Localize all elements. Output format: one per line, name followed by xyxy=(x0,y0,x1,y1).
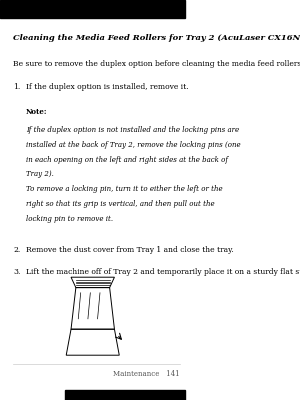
Text: Maintenance   141: Maintenance 141 xyxy=(113,370,180,378)
Text: Lift the machine off of Tray 2 and temporarily place it on a sturdy flat surface: Lift the machine off of Tray 2 and tempo… xyxy=(26,268,300,276)
Text: locking pin to remove it.: locking pin to remove it. xyxy=(26,215,113,223)
Text: in each opening on the left and right sides at the back of: in each opening on the left and right si… xyxy=(26,156,228,164)
Bar xyxy=(0,0,185,18)
Text: AcuLaser CX16 Series   Printer / Copier / Scanner User’s Guide: AcuLaser CX16 Series Printer / Copier / … xyxy=(0,6,180,12)
Text: If the duplex option is installed, remove it.: If the duplex option is installed, remov… xyxy=(26,83,189,91)
Text: If the duplex option is not installed and the locking pins are: If the duplex option is not installed an… xyxy=(26,126,239,134)
Bar xyxy=(65,390,185,400)
Text: 2.: 2. xyxy=(13,246,20,254)
Text: Note:: Note: xyxy=(26,108,47,116)
Text: 1.: 1. xyxy=(13,83,20,91)
Text: Cleaning the Media Feed Rollers for Tray 2 (AcuLaser CX16NF only): Cleaning the Media Feed Rollers for Tray… xyxy=(13,34,300,42)
Text: 3.: 3. xyxy=(13,268,20,276)
Text: Tray 2).: Tray 2). xyxy=(26,170,54,178)
Text: installed at the back of Tray 2, remove the locking pins (one: installed at the back of Tray 2, remove … xyxy=(26,141,241,149)
Text: Remove the dust cover from Tray 1 and close the tray.: Remove the dust cover from Tray 1 and cl… xyxy=(26,246,234,254)
Text: To remove a locking pin, turn it to either the left or the: To remove a locking pin, turn it to eith… xyxy=(26,185,223,193)
Text: right so that its grip is vertical, and then pull out the: right so that its grip is vertical, and … xyxy=(26,200,214,208)
Text: Be sure to remove the duplex option before cleaning the media feed rollers for T: Be sure to remove the duplex option befo… xyxy=(13,60,300,68)
